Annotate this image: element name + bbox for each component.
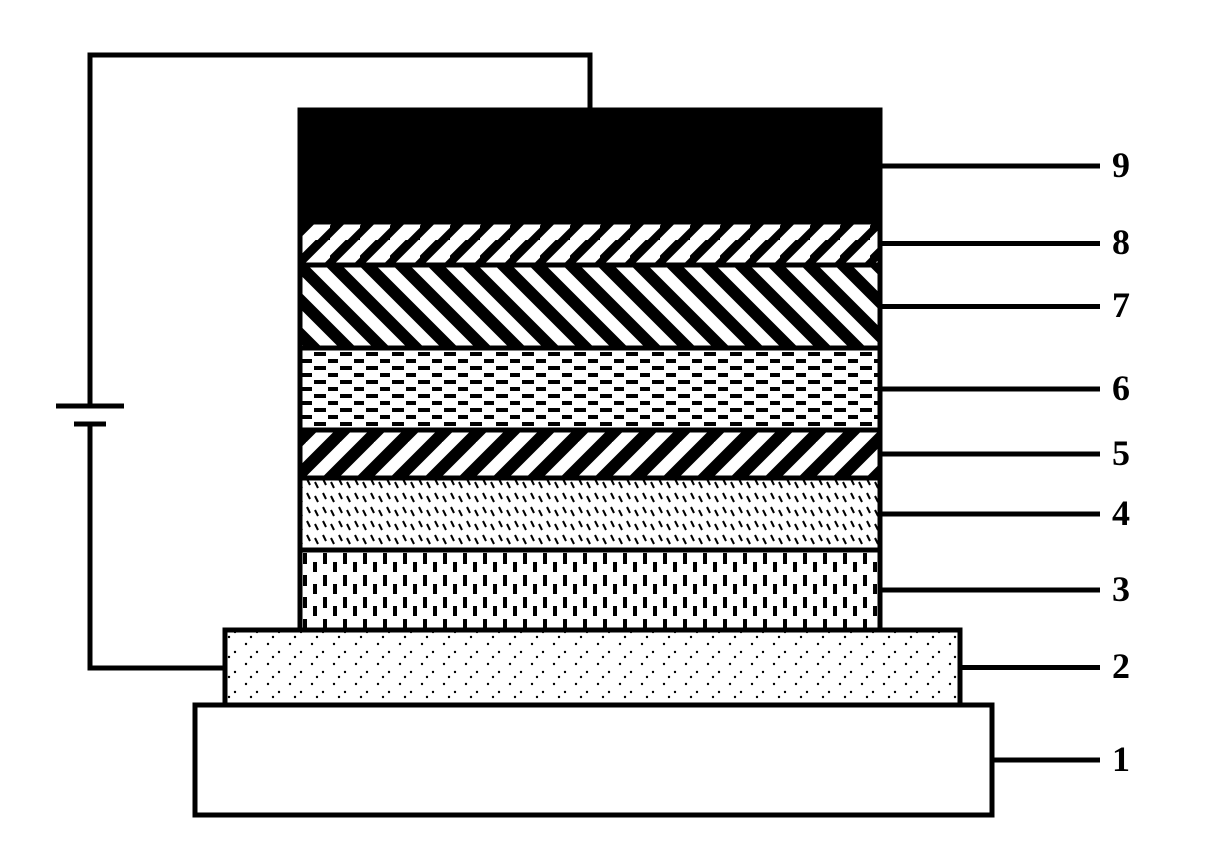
- layer-3-pattern: [303, 553, 878, 628]
- label-4: 4: [1112, 492, 1130, 534]
- layer-4-pattern: [303, 481, 878, 548]
- label-1: 1: [1112, 738, 1130, 780]
- label-6: 6: [1112, 367, 1130, 409]
- label-3: 3: [1112, 568, 1130, 610]
- layer-7-pattern: [303, 268, 878, 346]
- diagram-canvas: 1 2 3 4 5 6 7 8 9: [0, 0, 1221, 867]
- layer-6-pattern: [303, 351, 878, 428]
- device-stack-svg: [0, 0, 1221, 867]
- layer-8-pattern: [303, 225, 878, 263]
- label-7: 7: [1112, 284, 1130, 326]
- layer-2-pattern: [228, 633, 958, 703]
- wire-bottom: [90, 424, 225, 668]
- label-9: 9: [1112, 144, 1130, 186]
- label-2: 2: [1112, 645, 1130, 687]
- layer-9-fill: [300, 110, 880, 222]
- layers-group: [195, 110, 992, 815]
- layer-5-pattern: [303, 433, 878, 476]
- label-8: 8: [1112, 221, 1130, 263]
- layer-1: [195, 705, 992, 815]
- label-5: 5: [1112, 432, 1130, 474]
